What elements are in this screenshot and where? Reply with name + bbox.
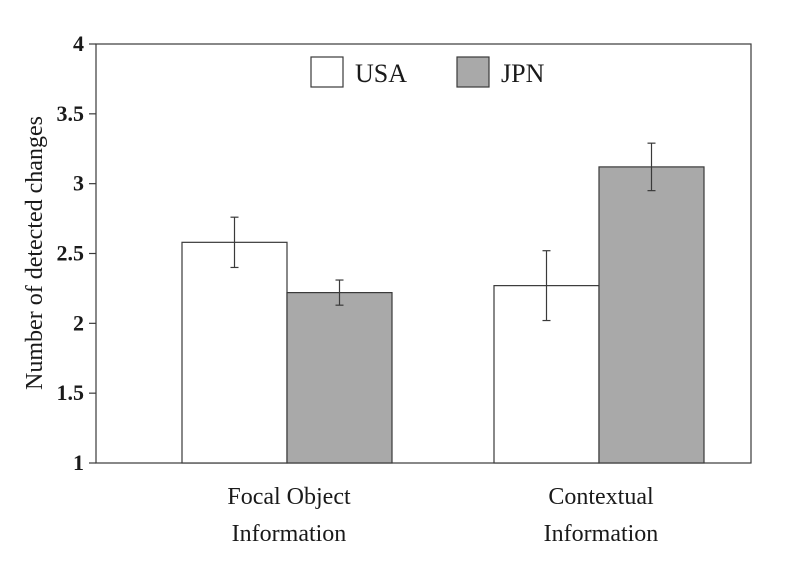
y-tick-label: 2.5 [57,241,85,266]
y-tick-label: 1 [73,450,84,475]
x-axis-categories: Focal Object Information Contextual Informa… [227,484,658,547]
x-category-label: Contextual [548,484,654,510]
legend: USA JPN [310,56,545,88]
legend-label-jpn: JPN [501,59,545,88]
y-axis-ticks: 1 1.5 2 2.5 3 3.5 4 [57,31,96,475]
bar-jpn-0 [286,292,393,464]
y-tick-label: 3.5 [57,101,85,126]
y-axis-label: Number of detected changes [22,116,48,390]
x-category-label: Information [544,521,659,547]
x-category-label: Focal Object [227,484,351,510]
bar-usa-0 [181,241,288,464]
y-tick-label: 1.5 [57,380,85,405]
legend-label-usa: USA [355,59,407,88]
bars [181,142,705,464]
y-tick-label: 3 [73,171,84,196]
y-tick-label: 4 [73,31,84,56]
bar-jpn-1 [598,166,705,464]
y-tick-label: 2 [73,310,84,335]
legend-swatch-usa [310,56,344,88]
x-category-label: Information [232,521,347,547]
legend-swatch-jpn [456,56,490,88]
